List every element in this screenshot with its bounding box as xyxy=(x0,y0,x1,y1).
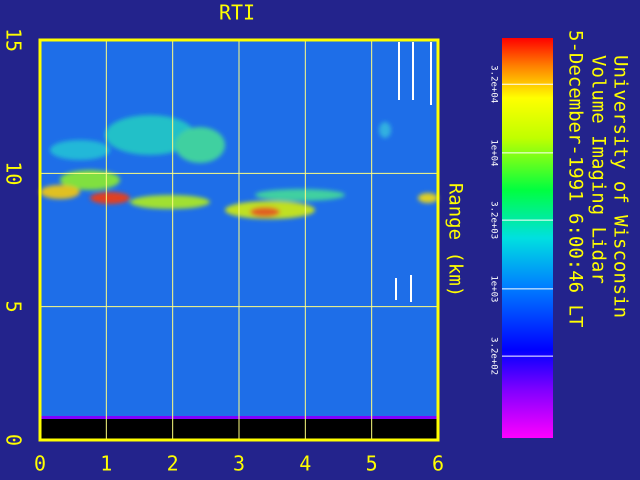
x-tick-label: 4 xyxy=(299,452,311,476)
plot-frame xyxy=(38,38,440,442)
colorbar-tick-label: 1e+03 xyxy=(489,275,499,302)
annotation: 5-December-1991 6:00:46 LT xyxy=(565,30,587,327)
y-tick-label: 15 xyxy=(2,28,26,52)
chart-title: RTI xyxy=(219,1,255,25)
y-tick-label: 10 xyxy=(2,161,26,185)
x-tick-label: 5 xyxy=(366,452,378,476)
y-tick-label: 0 xyxy=(2,434,26,446)
annotation: Volume Imaging Lidar xyxy=(588,55,610,284)
x-tick-label: 6 xyxy=(432,452,444,476)
colorbar-tick-label: 3.2e+04 xyxy=(489,65,499,103)
x-tick-label: 2 xyxy=(167,452,179,476)
colorbar-tick-label: 3.2e+03 xyxy=(489,201,499,239)
colorbar-tick-label: 3.2e+02 xyxy=(489,337,499,375)
x-tick-label: 0 xyxy=(34,452,46,476)
y-axis-label: Range (km) xyxy=(445,183,467,297)
x-tick-label: 1 xyxy=(100,452,112,476)
x-tick-label: 3 xyxy=(233,452,245,476)
y-tick-label: 5 xyxy=(2,301,26,313)
annotation: University of Wisconsin xyxy=(610,55,632,318)
colorbar xyxy=(502,38,553,438)
colorbar-tick-label: 1e+04 xyxy=(489,139,499,166)
